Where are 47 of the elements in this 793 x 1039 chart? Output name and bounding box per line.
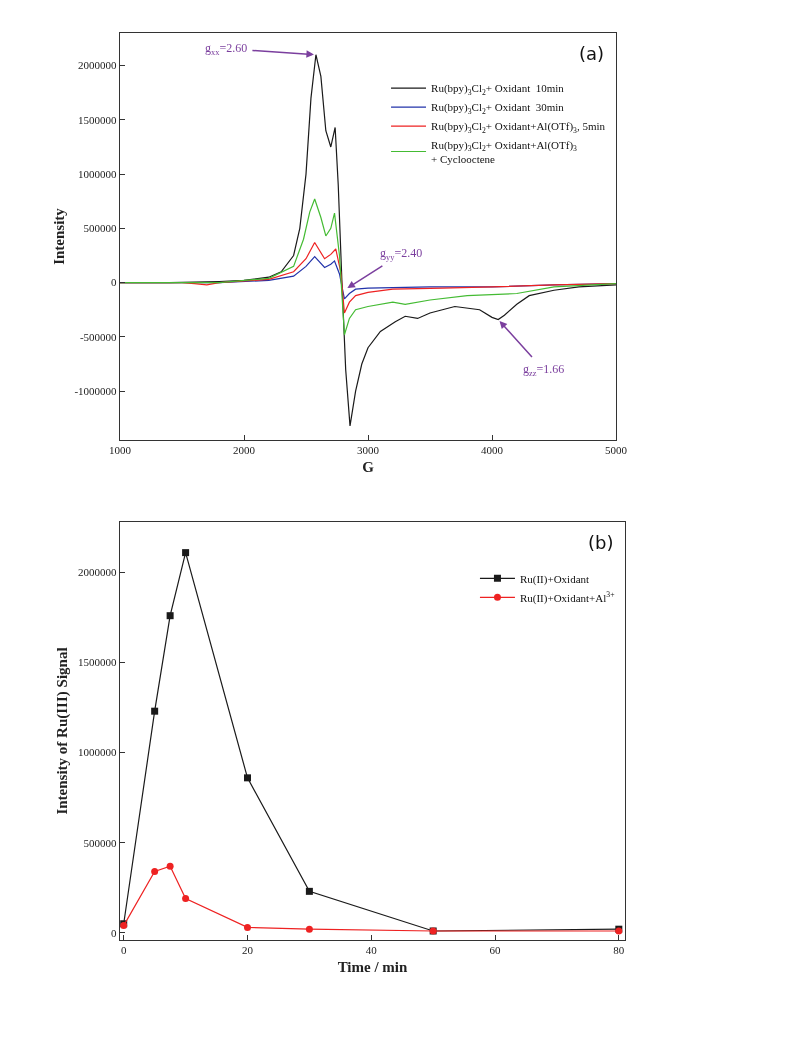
y-tick-label: 1000000 [78,167,118,180]
x-tick-label: 5000 [605,444,628,457]
y-tick-label: 0 [111,926,118,939]
legend-label: Ru(bpy)$_{3}$Cl$_{2}$+ Oxidant 10min [431,82,565,97]
y-tick-label: 0 [111,276,118,289]
x-tick-label: 80 [613,944,625,957]
x-tick-label: 40 [365,944,378,957]
legend-label: Ru(bpy)$_{3}$Cl$_{2}$+ Oxidant+Al(OTf)$_{3}$, 5min [431,120,606,135]
y-tick-label: 2000000 [78,59,118,72]
x-tick-label: 20 [241,944,254,957]
point [151,707,159,715]
point [166,862,174,870]
y-tick-label: 500000 [83,836,118,849]
annotation: (a) [579,43,605,64]
x-tick-label: 1000 [109,444,132,457]
legend-label: Ru(bpy)$_{3}$Cl$_{2}$+ Oxidant 30min [431,101,565,116]
x-axis-title: G [362,459,375,476]
y-tick-label: 1500000 [78,656,118,669]
point [305,887,313,895]
y-tick-label: 1500000 [78,113,118,126]
x-tick-label: 60 [489,944,502,957]
text: Ru(bpy)$_{3}$Cl$_{2}$+ Oxidant+Al(OTf)$_{3}$ + Cyclooctene [431,138,577,165]
y-tick-label: 500000 [83,222,118,235]
y-tick-label: -500000 [79,330,118,343]
point [182,895,190,903]
point [166,612,174,620]
annotation: g$_{xx}$=2.60 [205,41,248,57]
y-tick-label: -1000000 [74,385,118,398]
y-axis-title: Intensity [50,207,67,265]
x-tick-label: 2000 [233,444,256,457]
x-tick-label: 0 [120,944,127,957]
point [182,549,190,557]
legend-label: Ru(II)+Oxidant+Al$^{3+}$ [519,589,615,605]
x-tick-label: 3000 [357,444,380,457]
x-tick-label: 4000 [481,444,504,457]
y-tick-label: 1000000 [78,746,118,759]
annotation: g$_{zz}$=1.66 [523,362,565,378]
point [305,925,313,933]
point [243,923,251,931]
legend-label: Ru(II)+Oxidant [519,572,590,586]
annotation: g$_{yy}$=2.40 [380,246,423,262]
point [243,774,251,782]
point [151,868,159,876]
x-axis-title: Time / min [337,959,409,976]
y-axis-title: Intensity of Ru(III) Signal [54,647,72,815]
annotation: (b) [588,532,614,553]
y-tick-label: 2000000 [78,566,118,579]
